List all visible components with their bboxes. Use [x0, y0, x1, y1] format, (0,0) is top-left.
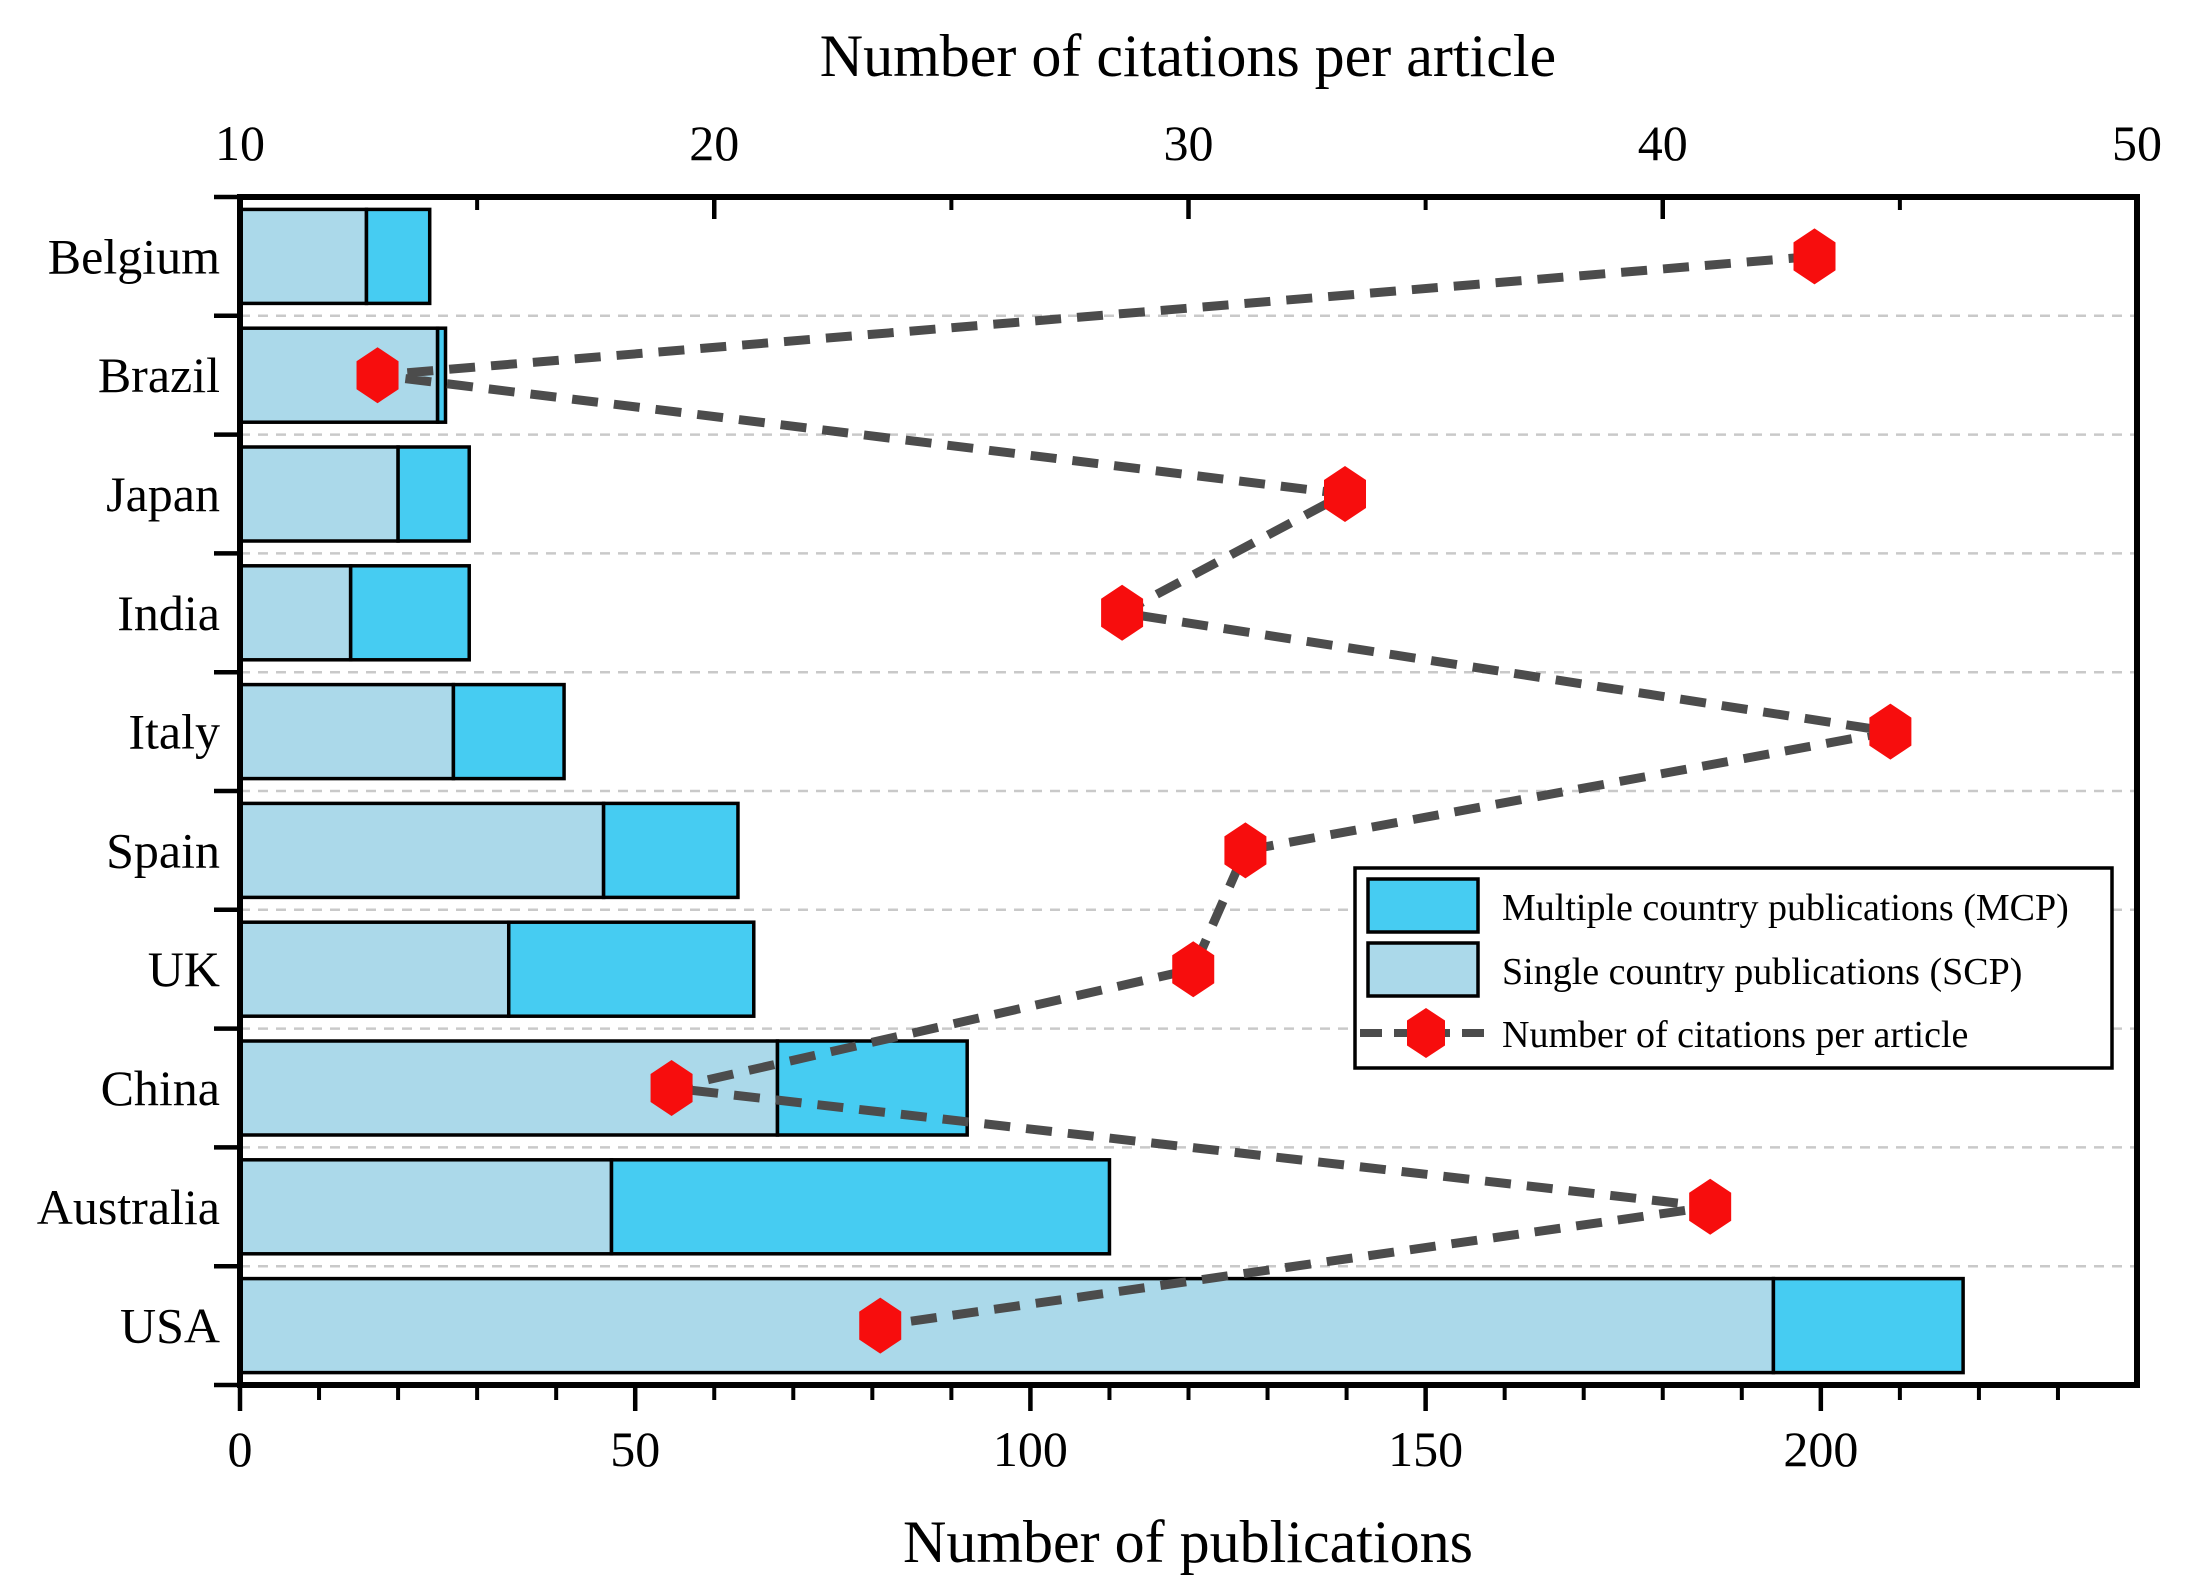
bar-mcp-italy — [451, 682, 566, 781]
legend-label-scp: Single country publications (SCP) — [1502, 951, 2022, 993]
category-label-italy: Italy — [128, 704, 220, 760]
citations-marker-usa — [859, 1297, 902, 1354]
category-label-uk: UK — [148, 941, 220, 997]
citations-marker-spain — [1224, 822, 1267, 879]
top-tick-label: 10 — [215, 115, 265, 171]
legend-label-mcp: Multiple country publications (MCP) — [1502, 887, 2069, 929]
bar-mcp-brazil — [435, 326, 448, 424]
labels-layer: 10 20 30 40 50 0 50 100 150 200 Belgium Brazil Japan… — [37, 115, 2162, 1477]
legend-swatch-scp — [1366, 941, 1480, 998]
citations-marker-china — [650, 1060, 693, 1116]
bar-scp-brazil — [238, 326, 440, 424]
bottom-tick-label: 100 — [993, 1421, 1068, 1477]
bottom-axis-title: Number of publications — [903, 1509, 1473, 1575]
bars-layer — [238, 207, 1965, 1375]
legend-swatch-mcp — [1366, 877, 1480, 934]
category-label-usa: USA — [120, 1298, 220, 1354]
bar-mcp-australia — [609, 1158, 1112, 1256]
bar-mcp-india — [348, 564, 471, 662]
bar-mcp-usa — [1771, 1276, 1965, 1375]
citations-marker-italy — [1869, 703, 1912, 760]
citations-marker-japan — [1324, 466, 1367, 522]
top-axis-title: Number of citations per article — [820, 23, 1556, 89]
category-label-brazil: Brazil — [98, 347, 220, 403]
bar-mcp-belgium — [364, 207, 432, 306]
bar-scp-belgium — [238, 207, 369, 306]
ticks-layer — [214, 194, 2140, 1411]
bottom-tick-label: 0 — [228, 1421, 253, 1477]
bar-mcp-spain — [601, 801, 740, 900]
citations-marker-belgium — [1793, 228, 1836, 285]
bar-mcp-japan — [396, 445, 471, 543]
category-label-japan: Japan — [106, 466, 220, 522]
bar-mcp-uk — [506, 920, 756, 1018]
top-tick-label: 20 — [689, 115, 739, 171]
citations-marker-australia — [1689, 1178, 1732, 1235]
legend-label-line-marker: Number of citations per article — [1502, 1014, 1968, 1056]
bar-scp-usa — [238, 1276, 1776, 1375]
bottom-tick-label: 150 — [1388, 1421, 1463, 1477]
citations-marker-india — [1101, 584, 1144, 641]
legend: Multiple country publications (MCP) Singl… — [1353, 866, 2114, 1070]
category-label-australia: Australia — [37, 1179, 220, 1235]
top-tick-label: 50 — [2112, 115, 2162, 171]
top-tick-label: 30 — [1164, 115, 1214, 171]
category-label-belgium: Belgium — [48, 228, 220, 284]
citations-markers-layer — [356, 228, 1912, 1354]
bottom-tick-label: 50 — [610, 1421, 660, 1477]
bar-scp-italy — [238, 682, 456, 781]
category-label-india: India — [117, 585, 220, 641]
bar-scp-japan — [238, 445, 400, 543]
bar-scp-india — [238, 564, 353, 662]
citations-marker-uk — [1172, 941, 1215, 998]
bar-scp-spain — [238, 801, 606, 900]
citations-marker-brazil — [356, 347, 399, 404]
bar-scp-uk — [238, 920, 511, 1018]
bar-scp-australia — [238, 1158, 614, 1256]
legend-marker-hexagon-icon — [1407, 1008, 1445, 1058]
category-label-china: China — [101, 1060, 220, 1116]
bottom-tick-label: 200 — [1783, 1421, 1858, 1477]
top-tick-label: 40 — [1638, 115, 1688, 171]
category-label-spain: Spain — [106, 822, 220, 878]
